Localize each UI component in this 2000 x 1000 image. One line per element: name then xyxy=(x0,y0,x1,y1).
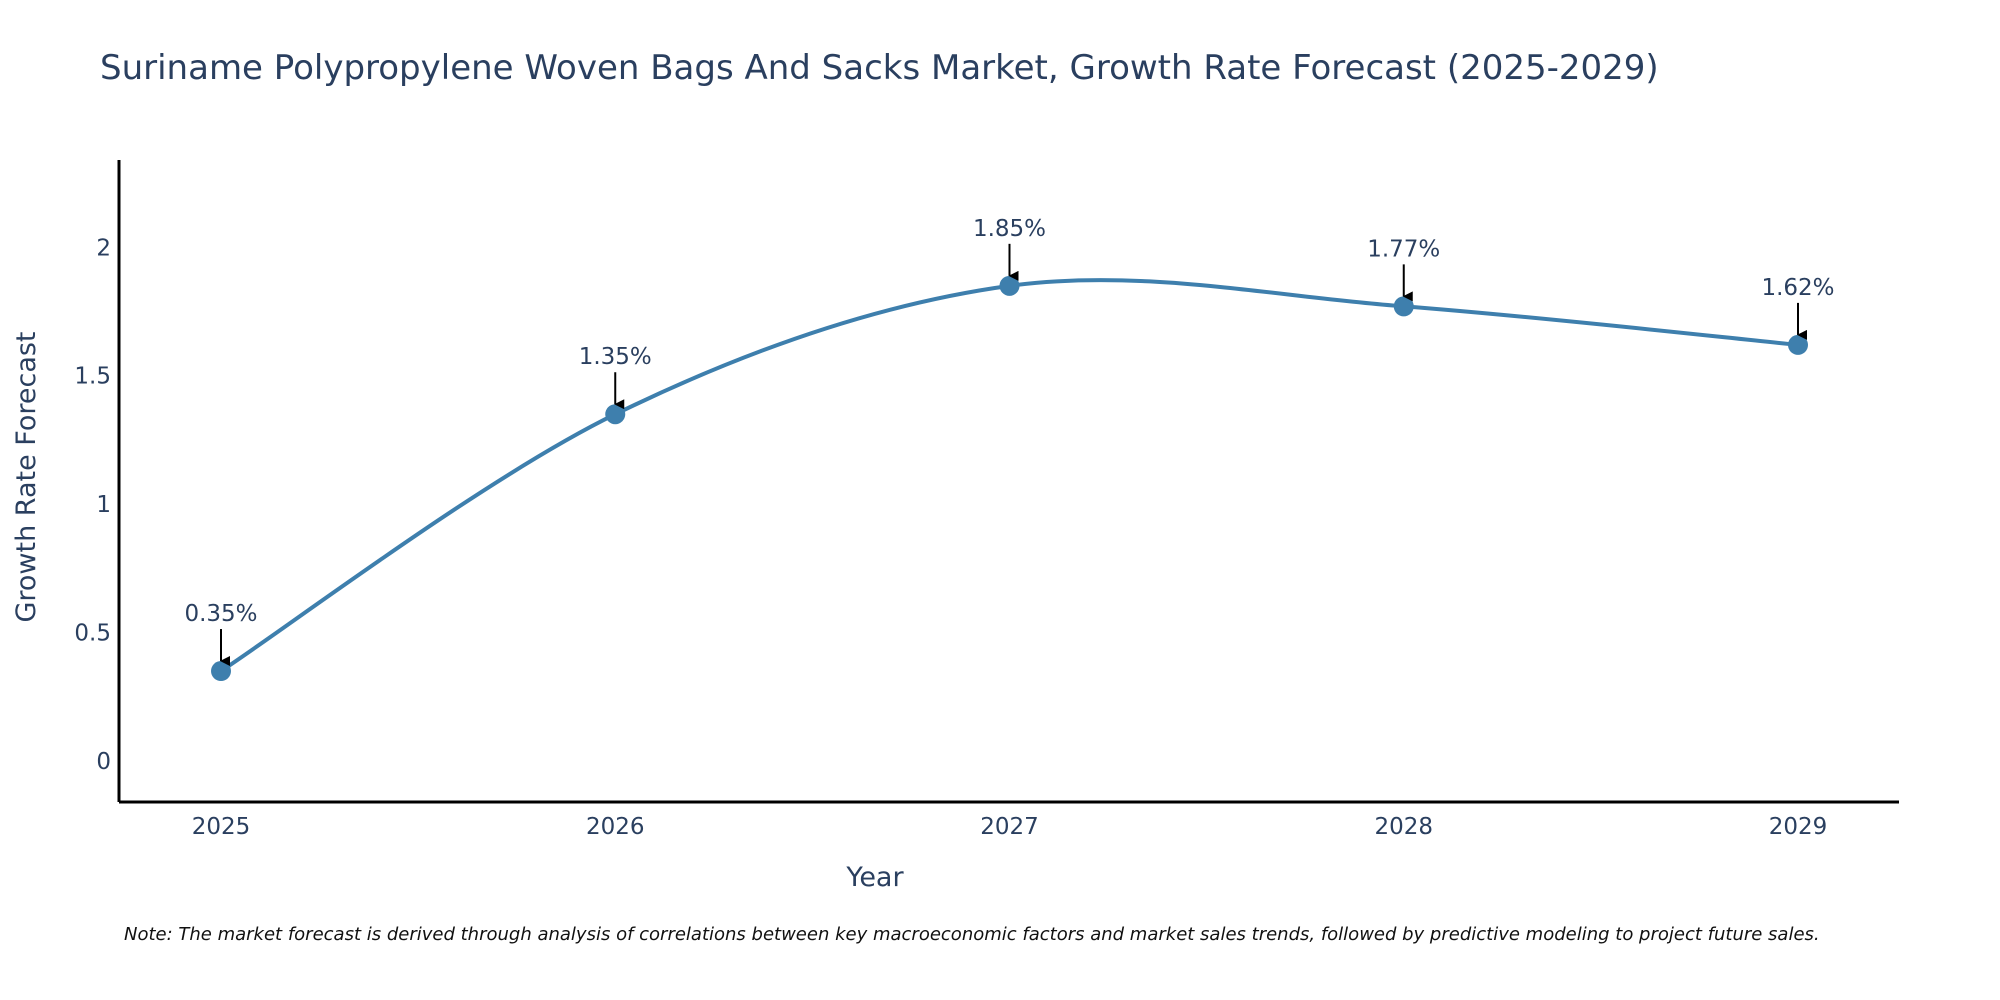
data-point-marker xyxy=(211,661,231,682)
y-tick-labels: 0 0.5 1 1.5 2 xyxy=(74,235,111,775)
y-tick-label: 2 xyxy=(96,235,111,261)
data-point-marker xyxy=(605,404,626,425)
data-label: 0.35% xyxy=(184,601,257,627)
axes xyxy=(117,160,1899,804)
data-point-marker xyxy=(1393,296,1414,317)
x-tick-label: 2029 xyxy=(1769,814,1828,840)
data-label: 1.35% xyxy=(579,344,652,370)
series-line xyxy=(219,278,1799,673)
data-label: 1.85% xyxy=(973,216,1046,242)
data-point-marker xyxy=(1788,334,1808,355)
y-axis-title: Growth Rate Forecast xyxy=(11,331,42,622)
x-tick-label: 2025 xyxy=(192,814,251,840)
x-tick-label: 2028 xyxy=(1374,814,1433,840)
x-axis-title: Year xyxy=(845,862,904,893)
y-tick-label: 1 xyxy=(96,492,111,518)
x-tick-labels: 2025 2026 2027 2028 2029 xyxy=(192,814,1828,840)
data-annotations: 0.35% 1.35% 1.85% 1.77% 1.62% xyxy=(184,216,1835,667)
data-point-marker xyxy=(999,275,1020,296)
data-label: 1.62% xyxy=(1761,275,1834,301)
data-label: 1.77% xyxy=(1367,236,1440,262)
y-tick-label: 0 xyxy=(96,749,111,775)
chart-title: Suriname Polypropylene Woven Bags And Sa… xyxy=(100,48,1659,88)
data-markers xyxy=(211,275,1808,682)
y-tick-label: 0.5 xyxy=(74,621,111,647)
x-tick-label: 2027 xyxy=(980,814,1039,840)
chart-note: Note: The market forecast is derived thr… xyxy=(124,924,1820,945)
y-tick-label: 1.5 xyxy=(74,364,111,390)
x-tick-label: 2026 xyxy=(586,814,645,840)
